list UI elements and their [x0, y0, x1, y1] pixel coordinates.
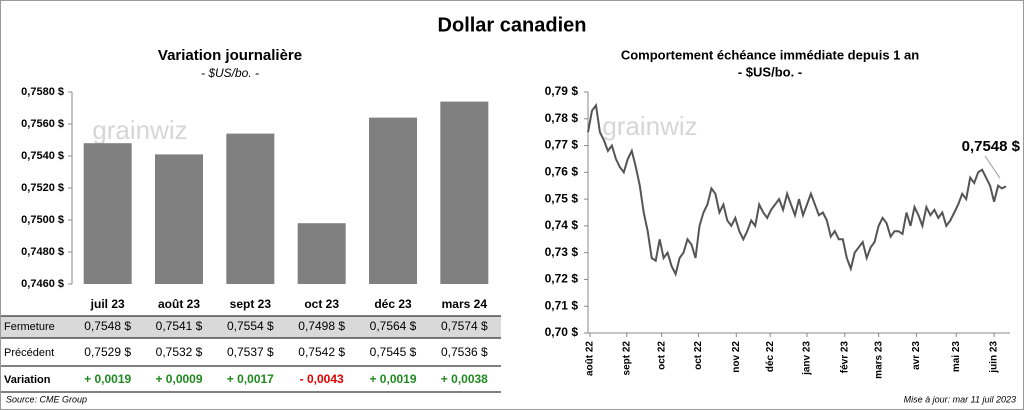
annotation: 0,7548 $: [962, 138, 1021, 155]
y-tick-label: 0,75 $: [545, 191, 579, 205]
row-label: Précédent: [4, 347, 54, 359]
line-title: Comportement échéance immédiate depuis 1…: [621, 47, 919, 62]
table-cell: - 0,0043: [300, 372, 344, 386]
bar: [83, 143, 132, 284]
y-tick-label: 0,71 $: [545, 298, 579, 312]
y-tick-label: 0,73 $: [545, 245, 579, 259]
y-tick-label: 0,7480 $: [21, 246, 64, 258]
bar: [226, 133, 275, 284]
page-title: Dollar canadien: [438, 14, 587, 36]
y-tick-label: 0,72 $: [545, 272, 579, 286]
y-tick-label: 0,7460 $: [21, 278, 64, 290]
x-tick-label: oct 22: [693, 341, 704, 370]
y-tick-label: 0,77 $: [545, 138, 579, 152]
y-tick-label: 0,78 $: [545, 111, 579, 125]
table-cell: 0,7554 $: [227, 319, 274, 333]
watermark: grainwiz: [92, 115, 187, 145]
row-label: Variation: [4, 374, 51, 386]
y-tick-label: 0,76 $: [545, 165, 579, 179]
x-tick-label: mars 23: [873, 341, 884, 379]
x-tick-label: avr 23: [911, 341, 922, 370]
y-tick-label: 0,7580 $: [21, 86, 64, 98]
x-tick-label: oct 23: [304, 297, 339, 311]
updated: Mise à jour: mar 11 juil 2023: [904, 394, 1016, 404]
bar-title: Variation journalière: [158, 47, 302, 64]
y-tick-label: 0,7540 $: [21, 150, 64, 162]
watermark: grainwiz: [602, 111, 697, 141]
y-tick-label: 0,7500 $: [21, 214, 64, 226]
table-cell: 0,7574 $: [441, 319, 488, 333]
bar: [440, 101, 489, 284]
table-cell: 0,7545 $: [370, 345, 417, 359]
table-cell: 0,7529 $: [84, 345, 131, 359]
x-tick-label: déc 22: [765, 341, 776, 373]
x-tick-label: janv 23: [802, 341, 813, 376]
table-cell: 0,7532 $: [156, 345, 203, 359]
x-tick-label: févr 23: [839, 341, 850, 374]
y-tick-label: 0,7560 $: [21, 118, 64, 130]
x-tick-label: sept 22: [621, 341, 632, 376]
bar-subtitle: - $US/bo. -: [201, 66, 259, 80]
x-tick-label: oct 22: [656, 341, 667, 370]
x-tick-label: mars 24: [442, 297, 488, 311]
table-cell: 0,7541 $: [156, 319, 203, 333]
bar: [297, 223, 346, 284]
bar: [155, 154, 203, 284]
x-tick-label: juil 23: [90, 297, 125, 311]
y-tick-label: 0,74 $: [545, 218, 579, 232]
y-tick-label: 0,79 $: [545, 84, 579, 98]
table-cell: + 0,0019: [369, 372, 416, 386]
table-cell: + 0,0009: [155, 372, 202, 386]
table-cell: 0,7542 $: [298, 345, 345, 359]
x-tick-label: nov 22: [731, 341, 742, 373]
price-line: [587, 102, 1007, 277]
x-tick-label: déc 23: [374, 297, 412, 311]
x-tick-label: sept 23: [230, 297, 272, 311]
row-label: Fermeture: [4, 321, 55, 333]
table-cell: + 0,0017: [227, 372, 274, 386]
bar: [369, 117, 417, 284]
x-tick-label: août 22: [585, 341, 596, 376]
table-cell: + 0,0038: [441, 372, 488, 386]
table-row-bg: [1, 316, 501, 338]
table-cell: 0,7498 $: [298, 319, 345, 333]
source: Source: CME Group: [6, 394, 87, 404]
table-cell: 0,7548 $: [84, 319, 131, 333]
y-tick-label: 0,7520 $: [21, 182, 64, 194]
annotation-leader: [984, 155, 1001, 179]
x-tick-label: juin 23: [989, 341, 1000, 374]
x-tick-label: août 23: [158, 297, 200, 311]
table-cell: 0,7537 $: [227, 345, 274, 359]
y-tick-label: 0,70 $: [545, 325, 579, 339]
table-cell: 0,7536 $: [441, 345, 488, 359]
x-tick-label: mai 23: [951, 341, 962, 373]
table-cell: + 0,0019: [84, 372, 131, 386]
line-subtitle: - $US/bo. -: [738, 64, 802, 79]
table-cell: 0,7564 $: [370, 319, 417, 333]
